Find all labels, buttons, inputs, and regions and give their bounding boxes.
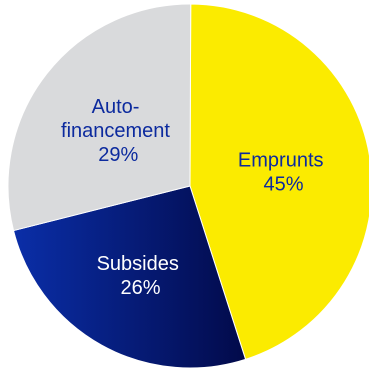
pie-slices (7, 3, 369, 368)
slice-emprunts (189, 3, 369, 360)
label-autofinancement-line-1: Auto- (92, 96, 140, 118)
label-autofinancement-percent: 29% (98, 144, 138, 166)
label-autofinancement-line-2: financement (61, 120, 170, 142)
label-subsides-line-1: Subsides (97, 253, 179, 275)
slice-autofinancement (7, 3, 192, 232)
label-emprunts-percent: 45% (263, 174, 303, 196)
label-emprunts-line-1: Emprunts (238, 150, 324, 172)
label-autofinancement: Auto- financement 29% (61, 96, 176, 166)
label-emprunts: Emprunts 45% (238, 150, 329, 196)
label-subsides-percent: 26% (120, 277, 160, 299)
pie-labels: Emprunts 45% Subsides 26% Auto- financem… (61, 96, 329, 299)
label-subsides: Subsides 26% (97, 253, 185, 299)
slice-subsides (12, 185, 247, 368)
